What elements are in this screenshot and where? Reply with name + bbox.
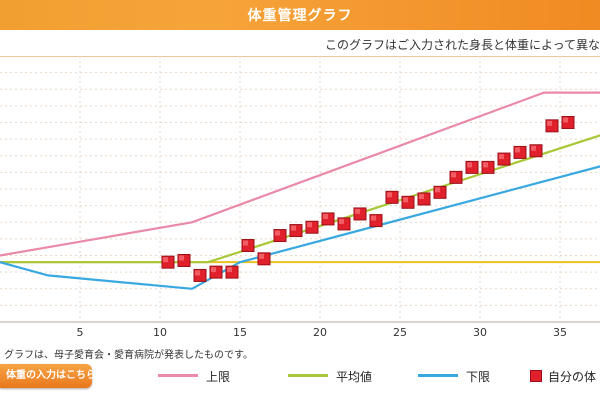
- own-weight-marker-highlight: [387, 192, 392, 198]
- own-weight-points: [161, 116, 575, 282]
- own-weight-point: [337, 217, 351, 231]
- legend-average: 平均値: [288, 368, 372, 384]
- series-line-0: [0, 91, 600, 257]
- own-weight-marker-highlight: [419, 193, 424, 199]
- x-tick-label: 15: [233, 326, 247, 336]
- own-weight-marker-highlight: [259, 253, 264, 259]
- own-weight-point: [449, 170, 463, 184]
- own-weight-marker-highlight: [435, 187, 440, 193]
- own-weight-point: [385, 190, 399, 204]
- own-weight-point: [241, 239, 255, 253]
- legend-label-own: 自分の体: [548, 370, 597, 384]
- weight-chart: 5 10 15 20 25 30 35: [0, 56, 600, 336]
- chart-panel: [0, 56, 600, 327]
- own-weight-point: [513, 145, 527, 159]
- own-weight-point: [497, 152, 511, 166]
- own-weight-marker-highlight: [195, 270, 200, 276]
- own-weight-marker-highlight: [547, 120, 552, 126]
- own-weight-marker-highlight: [371, 215, 376, 221]
- own-weight-marker-highlight: [499, 154, 504, 160]
- own-weight-point: [433, 185, 447, 199]
- own-weight-marker-highlight: [275, 230, 280, 236]
- own-weight-marker-highlight: [451, 172, 456, 178]
- own-weight-point: [225, 265, 239, 279]
- own-weight-point: [209, 265, 223, 279]
- x-tick-label: 30: [473, 326, 487, 336]
- chart-description: このグラフはご入力された身長と体重によって異な: [324, 38, 600, 52]
- series-line-1: [0, 134, 600, 264]
- own-weight-point: [321, 212, 335, 226]
- own-weight-marker-highlight: [163, 257, 168, 263]
- legend-swatch-lower: [418, 374, 458, 377]
- legend-label-upper: 上限: [206, 370, 231, 384]
- own-weight-marker-highlight: [563, 117, 568, 123]
- own-weight-point: [273, 229, 287, 243]
- x-tick-label: 5: [77, 326, 84, 336]
- own-weight-point: [529, 144, 543, 158]
- own-weight-marker-highlight: [211, 267, 216, 273]
- legend-label-lower: 下限: [466, 370, 491, 384]
- own-weight-marker-highlight: [515, 147, 520, 153]
- legend-swatch-upper: [158, 374, 198, 377]
- legend-upper: 上限: [158, 368, 230, 384]
- legend-swatch-average: [288, 374, 328, 377]
- own-weight-point: [257, 252, 271, 266]
- own-weight-point: [353, 207, 367, 221]
- own-weight-marker-highlight: [483, 162, 488, 168]
- own-weight-point: [289, 224, 303, 238]
- own-weight-point: [417, 192, 431, 206]
- own-weight-marker-highlight: [355, 208, 360, 214]
- legend-lower: 下限: [418, 368, 490, 384]
- page-header: 体重管理グラフ: [0, 0, 600, 30]
- own-weight-marker-highlight: [323, 213, 328, 219]
- own-weight-point: [561, 116, 575, 129]
- legend-own: 自分の体: [530, 368, 596, 384]
- x-tick-label: 20: [313, 326, 327, 336]
- own-weight-point: [369, 214, 383, 228]
- page-title: 体重管理グラフ: [247, 8, 353, 24]
- own-weight-marker-highlight: [227, 267, 232, 273]
- own-weight-marker-highlight: [531, 145, 536, 151]
- own-weight-point: [177, 253, 191, 267]
- own-weight-point: [545, 119, 559, 133]
- legend-label-average: 平均値: [336, 370, 373, 384]
- chart-grid: [0, 56, 600, 322]
- own-weight-point: [401, 195, 415, 209]
- own-weight-marker-highlight: [307, 222, 312, 228]
- own-weight-point: [481, 160, 495, 174]
- own-weight-point: [305, 220, 319, 234]
- own-weight-point: [161, 255, 175, 269]
- own-weight-marker-highlight: [291, 225, 296, 231]
- own-weight-point: [465, 160, 479, 174]
- own-weight-marker-highlight: [243, 240, 248, 246]
- weight-input-button[interactable]: 体重の入力はこちら: [0, 364, 96, 388]
- own-weight-marker-highlight: [339, 218, 344, 224]
- own-weight-point: [193, 268, 207, 282]
- x-tick-label: 25: [393, 326, 407, 336]
- legend-swatch-own: [530, 369, 542, 382]
- x-tick-label: 10: [153, 326, 167, 336]
- source-note: グラフは、母子愛育会・愛育病院が発表したものです。: [4, 350, 253, 361]
- x-axis: 5 10 15 20 25 30 35: [0, 321, 600, 336]
- own-weight-marker-highlight: [467, 162, 472, 168]
- own-weight-marker-highlight: [403, 197, 408, 203]
- x-tick-label: 35: [553, 326, 567, 336]
- own-weight-marker-highlight: [179, 255, 184, 261]
